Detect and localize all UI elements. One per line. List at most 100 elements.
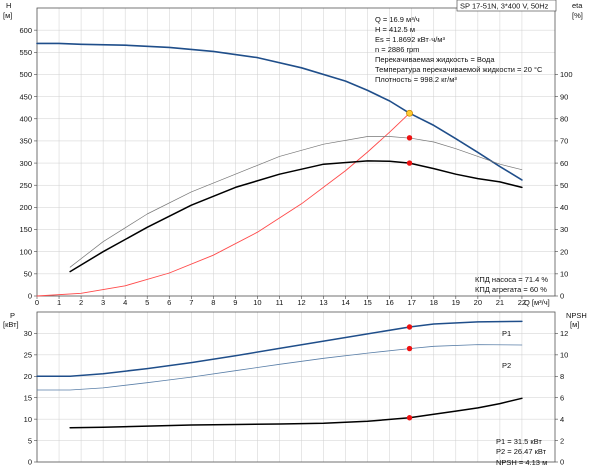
x-tick-label: 5: [145, 298, 149, 307]
h-tick-label: 450: [19, 92, 32, 101]
h-axis-unit: [м]: [3, 11, 12, 20]
x-tick-label: 13: [319, 298, 327, 307]
h-tick-label: 400: [19, 114, 32, 123]
x-tick-label: 12: [297, 298, 305, 307]
p-tick-label: 15: [24, 393, 32, 402]
npsh-tick-label: 6: [560, 393, 564, 402]
p1-result-text: P1 = 31.5 кВт: [496, 437, 542, 446]
info-temperature: Температура перекачиваемой жидкости = 20…: [375, 65, 543, 74]
eta-tick-label: 30: [560, 225, 568, 234]
p-tick-label: 25: [24, 351, 32, 360]
top-points: [406, 109, 413, 166]
top-series-line: [69, 136, 523, 268]
h-tick-label: 150: [19, 225, 32, 234]
p-tick-label: 0: [28, 458, 32, 467]
p-tick-label: 20: [24, 372, 32, 381]
npsh-tick-label: 2: [560, 436, 564, 445]
x-tick-label: 15: [363, 298, 371, 307]
info-liquid: Перекачиваемая жидкость = Вода: [375, 55, 495, 64]
eta-tick-label: 80: [560, 114, 568, 123]
p2-series-label: P2: [502, 361, 511, 370]
q-axis-label: Q [м³/ч]: [524, 298, 550, 307]
h-axis-label: H: [6, 1, 11, 10]
info-head: H = 412.5 м: [375, 25, 415, 34]
npsh-tick-label: 8: [560, 372, 564, 381]
p1-series-label: P1: [502, 329, 511, 338]
x-tick-label: 22: [518, 298, 526, 307]
x-tick-label: 0: [35, 298, 39, 307]
eta-tick-label: 90: [560, 92, 568, 101]
operating-point-marker: [406, 135, 413, 141]
efficiency-info: КПД насоса = 71.4 % КПД агрегата = 60 %: [475, 275, 548, 294]
eta-axis-label: eta: [572, 1, 583, 10]
top-series-line: [36, 112, 410, 297]
info-speed: n = 2886 rpm: [375, 45, 419, 54]
top-plot-frame: [36, 7, 556, 297]
operating-point-info: Q = 16.9 м³/ч H = 412.5 м Es = 1.8692 кВ…: [375, 15, 543, 84]
eta-tick-label: 70: [560, 137, 568, 146]
x-tick-label: 10: [253, 298, 261, 307]
unit-efficiency-text: КПД агрегата = 60 %: [475, 285, 547, 294]
eta-tick-label: 10: [560, 270, 568, 279]
npsh-tick-label: 0: [560, 458, 564, 467]
info-energy: Es = 1.8692 кВт·ч/м³: [375, 35, 445, 44]
x-tick-label: 6: [167, 298, 171, 307]
bottom-plot-frame: [36, 311, 556, 463]
eta-axis-unit: [%]: [572, 11, 583, 20]
x-tick-label: 4: [123, 298, 127, 307]
x-tick-label: 9: [233, 298, 237, 307]
operating-point-marker: [406, 415, 413, 421]
header-box: [456, 0, 557, 12]
p-tick-label: 10: [24, 415, 32, 424]
h-tick-label: 200: [19, 203, 32, 212]
operating-point-marker: [406, 345, 413, 352]
p2-result-text: P2 = 26.47 кВт: [496, 447, 547, 456]
x-tick-label: 8: [211, 298, 215, 307]
x-tick-label: 2: [79, 298, 83, 307]
info-density: Плотность = 998.2 кг/м³: [375, 75, 457, 84]
eta-tick-label: 40: [560, 203, 568, 212]
h-tick-label: 350: [19, 137, 32, 146]
p-tick-label: 5: [28, 436, 32, 445]
bottom-series-line: [69, 397, 523, 429]
npsh-result-text: NPSH = 4.13 м: [496, 458, 547, 467]
operating-point-marker: [406, 324, 413, 330]
h-tick-label: 550: [19, 48, 32, 57]
h-tick-label: 600: [19, 26, 32, 35]
bottom-points: [406, 324, 413, 421]
operating-point-marker: [406, 109, 413, 117]
bottom-series-line: [36, 344, 523, 391]
p-axis-unit: [кВт]: [3, 320, 19, 329]
x-tick-label: 20: [474, 298, 482, 307]
npsh-tick-label: 4: [560, 415, 564, 424]
top-series-line: [69, 160, 523, 273]
npsh-axis-label: NPSH: [566, 311, 587, 320]
npsh-tick-label: 12: [560, 329, 568, 338]
h-tick-label: 50: [24, 270, 32, 279]
h-tick-label: 300: [19, 159, 32, 168]
info-flow: Q = 16.9 м³/ч: [375, 15, 420, 24]
h-tick-label: 500: [19, 70, 32, 79]
x-tick-label: 21: [496, 298, 504, 307]
eta-tick-label: 100: [560, 70, 573, 79]
eta-tick-label: 0: [560, 292, 564, 301]
x-tick-label: 1: [57, 298, 61, 307]
p-axis-label: P: [10, 311, 15, 320]
h-tick-label: 0: [28, 292, 32, 301]
x-tick-label: 17: [408, 298, 416, 307]
bottom-series-line: [36, 320, 523, 378]
npsh-axis-unit: [м]: [570, 320, 579, 329]
x-tick-label: 18: [430, 298, 438, 307]
x-tick-label: 11: [276, 298, 284, 307]
p-tick-label: 30: [24, 329, 32, 338]
x-tick-label: 3: [101, 298, 105, 307]
h-tick-label: 250: [19, 181, 32, 190]
x-tick-label: 19: [452, 298, 460, 307]
eta-tick-label: 20: [560, 247, 568, 256]
header-box-text: SP 17-51N, 3*400 V, 50Hz: [460, 2, 549, 11]
npsh-tick-label: 10: [560, 351, 568, 360]
eta-tick-label: 60: [560, 159, 568, 168]
pump-efficiency-text: КПД насоса = 71.4 %: [475, 275, 548, 284]
bottom-axes: 0 5 10 15 20 25 30 0 2 4 6 8 10 12: [24, 329, 569, 467]
